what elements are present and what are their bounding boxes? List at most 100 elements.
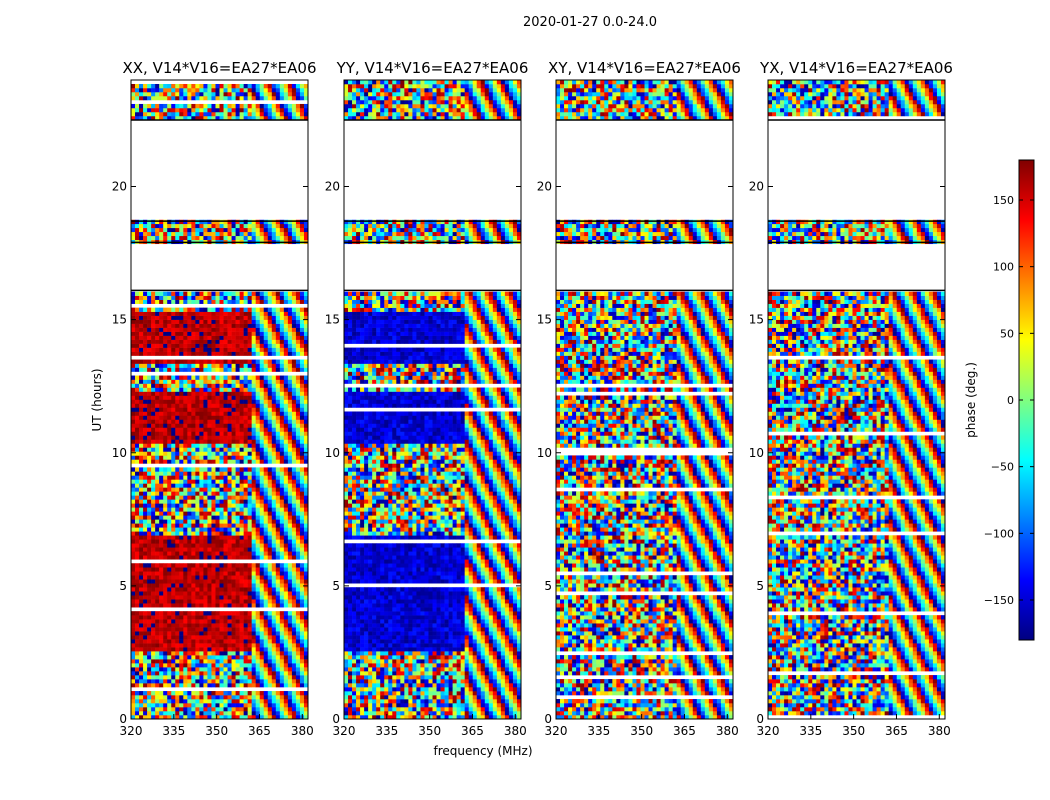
heatmap-cell bbox=[215, 591, 219, 595]
heatmap-cell bbox=[139, 619, 143, 623]
heatmap-cell bbox=[244, 567, 248, 571]
heatmap-cell bbox=[183, 651, 187, 655]
heatmap-cell bbox=[264, 563, 268, 567]
heatmap-cell bbox=[248, 659, 252, 663]
heatmap-cell bbox=[284, 431, 288, 435]
heatmap-cell bbox=[236, 683, 240, 687]
heatmap-cell bbox=[256, 515, 260, 519]
heatmap-cell bbox=[143, 459, 147, 463]
heatmap-cell bbox=[236, 411, 240, 415]
heatmap-cell bbox=[220, 527, 224, 531]
heatmap-cell bbox=[252, 579, 256, 583]
heatmap-cell bbox=[139, 671, 143, 675]
heatmap-cell bbox=[199, 96, 203, 100]
heatmap-cell bbox=[248, 479, 252, 483]
heatmap-cell bbox=[147, 655, 151, 659]
heatmap-cell bbox=[191, 84, 195, 88]
heatmap-cell bbox=[252, 631, 256, 635]
heatmap-cell bbox=[296, 88, 300, 92]
heatmap-cell bbox=[175, 224, 179, 228]
heatmap-cell bbox=[171, 447, 175, 451]
heatmap-cell bbox=[155, 535, 159, 539]
heatmap-cell bbox=[135, 479, 139, 483]
heatmap-cell bbox=[276, 419, 280, 423]
heatmap-cell bbox=[296, 352, 300, 356]
heatmap-cell bbox=[224, 344, 228, 348]
heatmap-cell bbox=[131, 551, 135, 555]
heatmap-cell bbox=[288, 384, 292, 388]
heatmap-cell bbox=[296, 535, 300, 539]
heatmap-cell bbox=[232, 579, 236, 583]
heatmap-cell bbox=[163, 96, 167, 100]
heatmap-cell bbox=[175, 427, 179, 431]
heatmap-cell bbox=[167, 96, 171, 100]
heatmap-cell bbox=[191, 324, 195, 328]
heatmap-cell bbox=[187, 479, 191, 483]
heatmap-cell bbox=[135, 423, 139, 427]
heatmap-cell bbox=[179, 447, 183, 451]
heatmap-cell bbox=[131, 451, 135, 455]
heatmap-cell bbox=[276, 340, 280, 344]
heatmap-cell bbox=[252, 320, 256, 324]
heatmap-cell bbox=[195, 88, 199, 92]
heatmap-cell bbox=[155, 639, 159, 643]
heatmap-cell bbox=[244, 647, 248, 651]
heatmap-cell bbox=[252, 360, 256, 364]
heatmap-cell bbox=[195, 388, 199, 392]
heatmap-cell bbox=[179, 328, 183, 332]
heatmap-cell bbox=[183, 511, 187, 515]
heatmap-cell bbox=[215, 88, 219, 92]
heatmap-cell bbox=[199, 647, 203, 651]
heatmap-cell bbox=[240, 527, 244, 531]
heatmap-cell bbox=[147, 667, 151, 671]
heatmap-cell bbox=[240, 451, 244, 455]
heatmap-cell bbox=[187, 443, 191, 447]
heatmap-cell bbox=[195, 535, 199, 539]
heatmap-cell bbox=[248, 447, 252, 451]
heatmap-cell bbox=[284, 324, 288, 328]
heatmap-cell bbox=[207, 483, 211, 487]
heatmap-cell bbox=[203, 635, 207, 639]
heatmap-cell bbox=[260, 104, 264, 108]
heatmap-cell bbox=[232, 320, 236, 324]
heatmap-cell bbox=[228, 455, 232, 459]
heatmap-cell bbox=[276, 491, 280, 495]
heatmap-cell bbox=[159, 328, 163, 332]
heatmap-cell bbox=[195, 691, 199, 695]
heatmap-cell bbox=[248, 336, 252, 340]
heatmap-cell bbox=[292, 392, 296, 396]
heatmap-cell bbox=[183, 340, 187, 344]
heatmap-cell bbox=[175, 112, 179, 116]
heatmap-cell bbox=[252, 691, 256, 695]
heatmap-cell bbox=[284, 587, 288, 591]
heatmap-cell bbox=[288, 615, 292, 619]
heatmap-cell bbox=[268, 539, 272, 543]
heatmap-cell bbox=[288, 228, 292, 232]
heatmap-cell bbox=[159, 348, 163, 352]
heatmap-cell bbox=[131, 308, 135, 312]
heatmap-cell bbox=[248, 551, 252, 555]
heatmap-cell bbox=[179, 228, 183, 232]
heatmap-cell bbox=[215, 639, 219, 643]
heatmap-cell bbox=[139, 236, 143, 240]
heatmap-cell bbox=[280, 691, 284, 695]
heatmap-cell bbox=[260, 483, 264, 487]
heatmap-cell bbox=[228, 296, 232, 300]
heatmap-cell bbox=[199, 503, 203, 507]
heatmap-cell bbox=[183, 667, 187, 671]
heatmap-cell bbox=[131, 523, 135, 527]
heatmap-cell bbox=[211, 415, 215, 419]
heatmap-cell bbox=[236, 340, 240, 344]
heatmap-cell bbox=[224, 224, 228, 228]
heatmap-cell bbox=[260, 431, 264, 435]
heatmap-cell bbox=[228, 292, 232, 296]
heatmap-cell bbox=[252, 447, 256, 451]
heatmap-cell bbox=[215, 547, 219, 551]
heatmap-cell bbox=[199, 695, 203, 699]
heatmap-cell bbox=[276, 320, 280, 324]
heatmap-cell bbox=[228, 352, 232, 356]
heatmap-cell bbox=[300, 308, 304, 312]
heatmap-cell bbox=[256, 348, 260, 352]
heatmap-cell bbox=[179, 515, 183, 519]
heatmap-cell bbox=[131, 384, 135, 388]
